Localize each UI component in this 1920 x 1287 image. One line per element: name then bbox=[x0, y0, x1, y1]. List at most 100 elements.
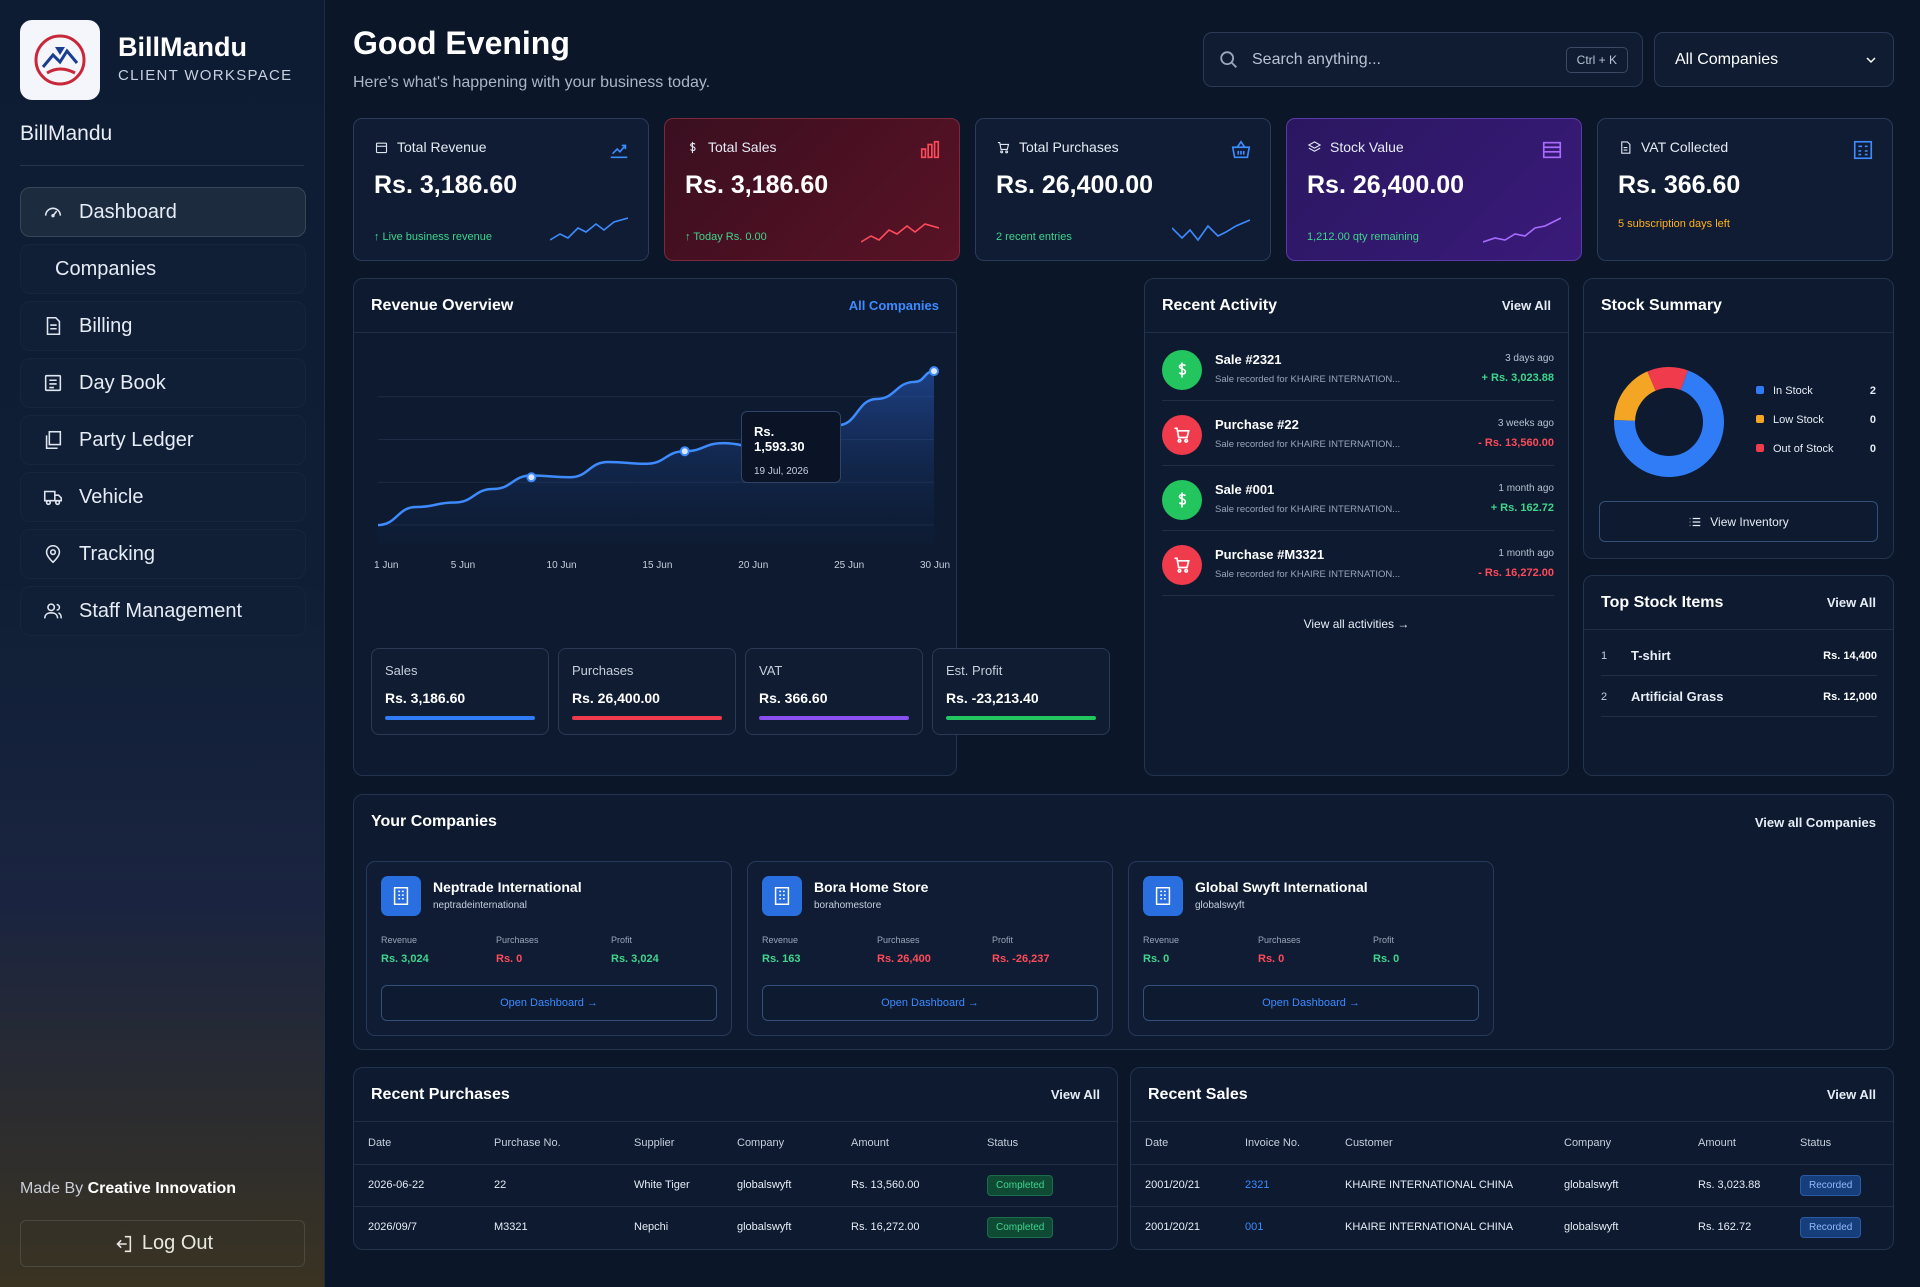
building-icon bbox=[1143, 876, 1183, 916]
view-all-companies-link[interactable]: View all Companies bbox=[1754, 814, 1876, 830]
dollar-icon bbox=[690, 141, 696, 153]
company-profit: Profit Rs. -26,237 bbox=[992, 935, 1050, 965]
book-icon bbox=[41, 371, 65, 395]
card-title: Top Stock Items bbox=[1601, 593, 1724, 611]
summary-vat[interactable]: VAT Rs. 366.60 bbox=[745, 648, 923, 735]
stat-card-total-revenue[interactable]: Total Revenue Rs. 3,186.60 ↑ Live busine… bbox=[353, 118, 649, 261]
calendar-icon bbox=[375, 142, 388, 153]
stock-item[interactable]: 1 T-shirt Rs. 14,400 bbox=[1601, 636, 1877, 676]
column-header: Date bbox=[354, 1122, 480, 1165]
sidebar-item-label: Billing bbox=[79, 314, 133, 337]
top-stock-view-all-link[interactable]: View All bbox=[1826, 595, 1876, 610]
stat-card-stock-value[interactable]: Stock Value Rs. 26,400.00 1,212.00 qty r… bbox=[1286, 118, 1582, 261]
revenue-filter-link[interactable]: All Companies bbox=[848, 298, 939, 313]
brand-logo[interactable] bbox=[20, 20, 100, 100]
activity-item[interactable]: Purchase #M3321 Sale recorded for KHAIRE… bbox=[1162, 534, 1554, 596]
activity-time: 1 month ago bbox=[1498, 548, 1554, 559]
sidebar-item-label: Day Book bbox=[79, 371, 166, 394]
activity-item[interactable]: Sale #001 Sale recorded for KHAIRE INTER… bbox=[1162, 469, 1554, 531]
cell: globalswyft bbox=[1550, 1164, 1684, 1207]
company-card[interactable]: Global Swyft International globalswyft R… bbox=[1128, 861, 1494, 1036]
table-row[interactable]: 2001/20/21 001 KHAIRE INTERNATIONAL CHIN… bbox=[1131, 1206, 1893, 1248]
view-inventory-button[interactable]: View Inventory bbox=[1599, 501, 1878, 542]
column-header: Amount bbox=[837, 1122, 973, 1165]
cart-icon bbox=[1162, 415, 1202, 455]
tooltip-date: 19 Jul, 2026 bbox=[754, 466, 809, 477]
company-card[interactable]: Bora Home Store borahomestore Revenue Rs.… bbox=[747, 861, 1113, 1036]
workspace-name: BillMandu bbox=[20, 122, 113, 145]
invoice-link[interactable]: 001 bbox=[1245, 1221, 1264, 1234]
cart-icon bbox=[997, 141, 1010, 153]
card-title: Your Companies bbox=[371, 813, 497, 830]
sidebar-item-label: Party Ledger bbox=[79, 428, 194, 451]
made-by-name: Creative Innovation bbox=[87, 1180, 237, 1197]
legend-count: 0 bbox=[1869, 443, 1876, 455]
open-dashboard-button[interactable]: Open Dashboard → bbox=[762, 985, 1098, 1021]
sidebar-item-billing[interactable]: Billing bbox=[20, 301, 306, 351]
status-cell: Completed bbox=[973, 1206, 1117, 1248]
table-row[interactable]: 2001/20/21 2321 KHAIRE INTERNATIONAL CHI… bbox=[1131, 1164, 1893, 1207]
donut-slice-out-of-stock bbox=[1647, 367, 1688, 391]
open-dashboard-button[interactable]: Open Dashboard → bbox=[1143, 985, 1479, 1021]
company-profit: Profit Rs. 0 bbox=[1373, 935, 1400, 965]
sidebar-item-staff-management[interactable]: Staff Management bbox=[20, 586, 306, 636]
sales-view-all-link[interactable]: View All bbox=[1826, 1087, 1876, 1102]
card-title: Recent Activity bbox=[1162, 296, 1277, 314]
sidebar-item-label: Tracking bbox=[79, 542, 155, 565]
sidebar-item-label: Companies bbox=[55, 257, 157, 280]
activity-amount: + Rs. 3,023.88 bbox=[1481, 372, 1554, 384]
card-title: Recent Sales bbox=[1148, 1085, 1248, 1103]
stat-label: VAT Collected bbox=[1641, 139, 1729, 155]
activity-item[interactable]: Sale #2321 Sale recorded for KHAIRE INTE… bbox=[1162, 339, 1554, 401]
logout-button[interactable]: Log Out bbox=[20, 1220, 305, 1267]
made-by-credit: Made By Creative Innovation bbox=[20, 1180, 236, 1198]
summary-est-profit[interactable]: Est. Profit Rs. -23,213.40 bbox=[932, 648, 1110, 735]
stat-subtext: 2 recent entries bbox=[996, 231, 1072, 243]
top-stock-items-card: Top Stock Items View All 1 T-shirt Rs. 1… bbox=[1583, 575, 1894, 776]
view-all-activities-link[interactable]: View all activities → bbox=[1303, 617, 1410, 631]
revenue-chart: 1 Jun 5 Jun 10 Jun 15 Jun 20 Jun 25 Jun 30 Jun bbox=[374, 366, 950, 571]
cell: White Tiger bbox=[620, 1164, 723, 1207]
open-dashboard-button[interactable]: Open Dashboard → bbox=[381, 985, 717, 1021]
company-card[interactable]: Neptrade International neptradeinternati… bbox=[366, 861, 732, 1036]
stock-summary-card: Stock Summary In Stock 2 Low Stock 0 Out o… bbox=[1583, 278, 1894, 559]
search-input[interactable]: Search anything... bbox=[1252, 50, 1381, 68]
purchases-view-all-link[interactable]: View All bbox=[1050, 1087, 1100, 1102]
stat-card-vat-collected[interactable]: VAT Collected Rs. 366.60 5 subscription … bbox=[1597, 118, 1893, 261]
invoice-link[interactable]: 2321 bbox=[1231, 1164, 1331, 1207]
column-header: Status bbox=[1786, 1122, 1893, 1165]
cell: 2001/20/21 bbox=[1145, 1221, 1201, 1234]
stat-card-total-sales[interactable]: Total Sales Rs. 3,186.60 ↑ Today Rs. 0.0… bbox=[664, 118, 960, 261]
column-header: Amount bbox=[1684, 1122, 1786, 1165]
chart-point bbox=[929, 366, 939, 377]
search-bar[interactable]: Search anything... Ctrl + K bbox=[1203, 32, 1643, 87]
cell: 2001/20/21 bbox=[1131, 1164, 1231, 1207]
company-slug: neptradeinternational bbox=[433, 900, 527, 911]
sidebar-item-party-ledger[interactable]: Party Ledger bbox=[20, 415, 306, 465]
table-row[interactable]: 2026-06-22 22 White Tiger globalswyft Rs… bbox=[354, 1164, 1117, 1207]
column-header: Status bbox=[973, 1122, 1117, 1165]
sidebar-item-dashboard[interactable]: Dashboard bbox=[20, 187, 306, 237]
stock-item[interactable]: 2 Artificial Grass Rs. 12,000 bbox=[1601, 677, 1877, 717]
company-filter-select[interactable]: All Companies bbox=[1654, 32, 1894, 87]
table-header-row: Date Purchase No. Supplier Company Amoun… bbox=[354, 1122, 1117, 1165]
stat-subtext: ↑ Live business revenue bbox=[374, 231, 493, 243]
card-title: Revenue Overview bbox=[371, 296, 514, 314]
gauge-icon bbox=[41, 200, 65, 224]
sidebar-item-companies[interactable]: Companies bbox=[20, 244, 306, 294]
activity-item[interactable]: Purchase #22 Sale recorded for KHAIRE IN… bbox=[1162, 404, 1554, 466]
cell: Rs. 3,023.88 bbox=[1684, 1164, 1786, 1207]
activity-view-all-link[interactable]: View All bbox=[1501, 298, 1551, 313]
table-row[interactable]: 2026/09/7 M3321 Nepchi globalswyft Rs. 1… bbox=[354, 1206, 1117, 1248]
sidebar-item-day-book[interactable]: Day Book bbox=[20, 358, 306, 408]
summary-sales[interactable]: Sales Rs. 3,186.60 bbox=[371, 648, 549, 735]
summary-purchases[interactable]: Purchases Rs. 26,400.00 bbox=[558, 648, 736, 735]
sidebar-item-vehicle[interactable]: Vehicle bbox=[20, 472, 306, 522]
sparkline bbox=[861, 223, 939, 243]
summary-bar bbox=[385, 716, 535, 720]
stat-card-total-purchases[interactable]: Total Purchases Rs. 26,400.00 2 recent e… bbox=[975, 118, 1271, 261]
sidebar-item-tracking[interactable]: Tracking bbox=[20, 529, 306, 579]
brand-name: BillMandu bbox=[118, 32, 247, 62]
trend-chart-icon bbox=[608, 139, 630, 161]
map-pin-icon bbox=[41, 542, 65, 566]
